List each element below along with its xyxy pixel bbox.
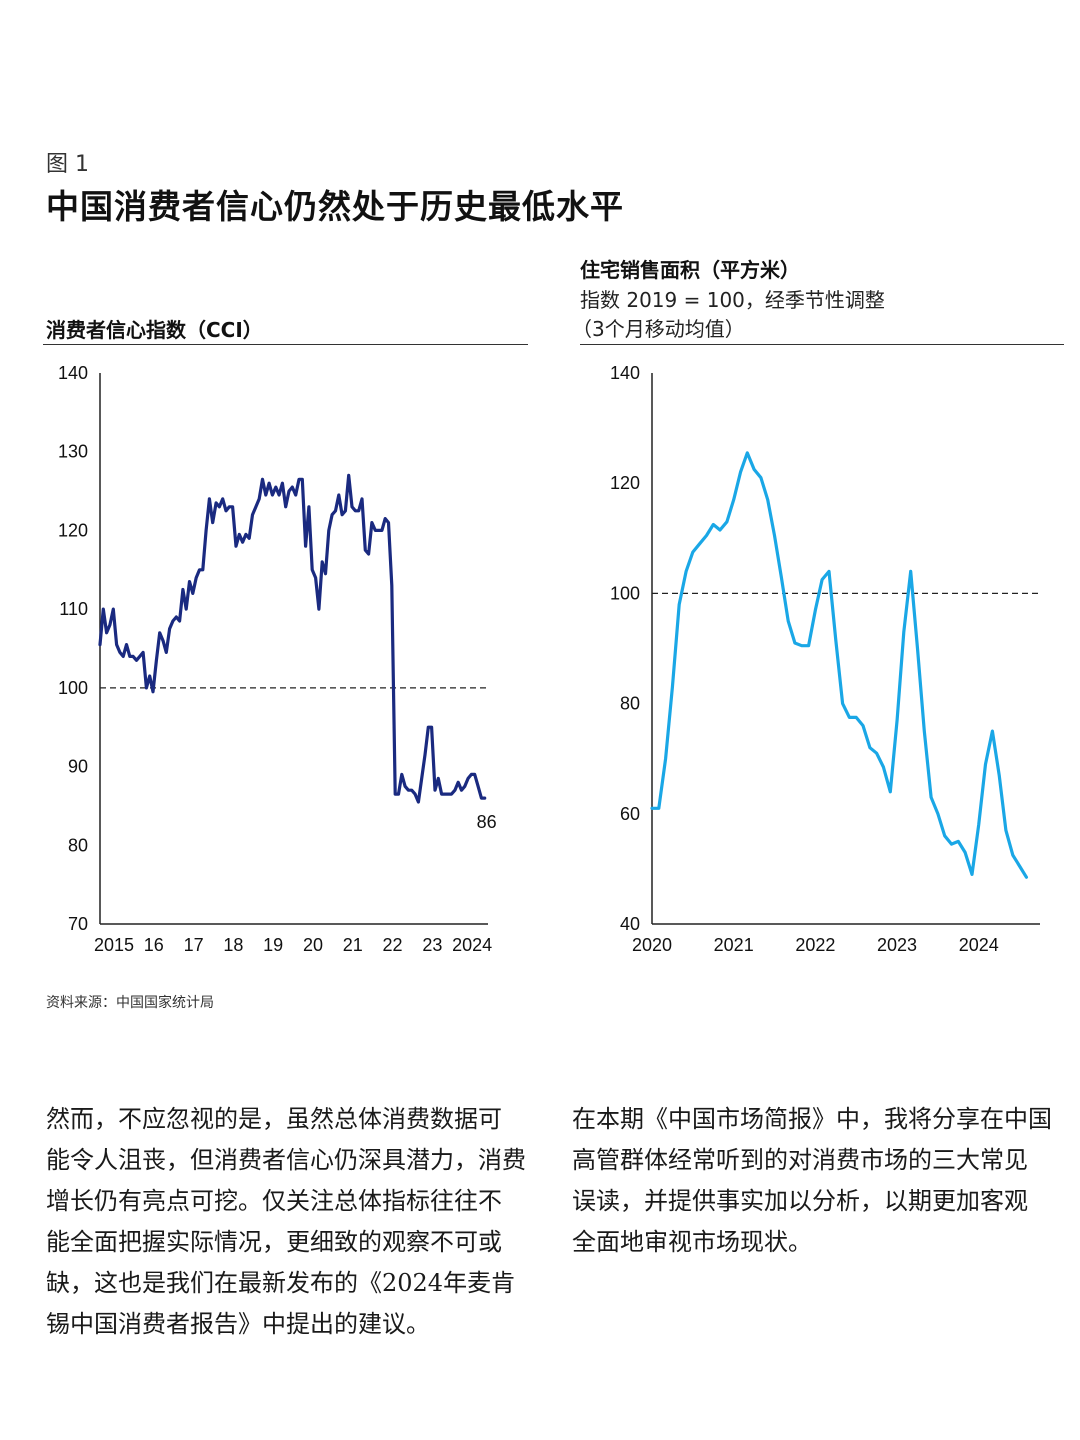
text-line: 在本期《中国市场简报》中，我将分享在中国 xyxy=(572,1105,1052,1133)
housing-header-rule xyxy=(580,344,1064,345)
x-tick-label: 2024 xyxy=(452,935,492,955)
housing-panel-subtitle: 指数 2019 = 100，经季节性调整 xyxy=(580,288,885,312)
figure-label: 图 1 xyxy=(46,152,89,177)
y-tick-label: 80 xyxy=(620,694,640,714)
y-tick-label: 120 xyxy=(610,473,640,493)
x-tick-label: 2015 xyxy=(94,935,134,955)
text-line: 高管群体经常听到的对消费市场的三大常见 xyxy=(572,1146,1028,1174)
cci-panel-title: 消费者信心指数（CCI） xyxy=(46,318,263,342)
x-tick-label: 17 xyxy=(184,935,204,955)
cci-header-rule xyxy=(43,344,528,345)
text-line: 增长仍有亮点可挖。仅关注总体指标往往不 xyxy=(46,1187,502,1215)
x-tick-label: 20 xyxy=(303,935,323,955)
body-paragraph-right: 在本期《中国市场简报》中，我将分享在中国 高管群体经常听到的对消费市场的三大常见… xyxy=(572,1099,1072,1263)
housing-panel-subtitle-2: （3个月移动均值） xyxy=(572,317,745,341)
x-tick-label: 18 xyxy=(223,935,243,955)
series-line xyxy=(650,451,1028,879)
source-note: 资料来源：中国国家统计局 xyxy=(46,995,214,1011)
x-tick-label: 22 xyxy=(383,935,403,955)
y-tick-label: 140 xyxy=(610,363,640,383)
x-tick-label: 2021 xyxy=(714,935,754,955)
x-tick-label: 19 xyxy=(263,935,283,955)
y-tick-label: 100 xyxy=(610,583,640,603)
y-tick-label: 130 xyxy=(58,442,88,462)
x-tick-label: 2020 xyxy=(632,935,672,955)
x-tick-label: 16 xyxy=(144,935,164,955)
text-line: 全面地审视市场现状。 xyxy=(572,1228,812,1256)
y-tick-label: 140 xyxy=(58,363,88,383)
text-line: 缺，这也是我们在最新发布的《2024年麦肯 xyxy=(46,1269,516,1297)
text-line: 能令人沮丧，但消费者信心仍深具潜力，消费 xyxy=(46,1146,526,1174)
text-line: 能全面把握实际情况，更细致的观察不可或 xyxy=(46,1228,502,1256)
x-tick-label: 23 xyxy=(422,935,442,955)
cci-line-chart: 140 130 120 110 100 90 80 70 2015 16 17 18 19 20 21 22 2… xyxy=(58,363,497,955)
x-tick-label: 2022 xyxy=(795,935,835,955)
y-tick-label: 70 xyxy=(68,914,88,934)
housing-panel-title: 住宅销售面积（平方米） xyxy=(580,258,800,282)
y-tick-label: 110 xyxy=(59,599,88,619)
body-paragraph-left: 然而，不应忽视的是，虽然总体消费数据可 能令人沮丧，但消费者信心仍深具潜力，消费… xyxy=(46,1099,546,1345)
y-tick-label: 60 xyxy=(620,804,640,824)
x-tick-label: 2024 xyxy=(959,935,999,955)
text-line: 然而，不应忽视的是，虽然总体消费数据可 xyxy=(46,1105,502,1133)
y-tick-label: 90 xyxy=(68,757,88,777)
series-line xyxy=(98,473,487,804)
end-value-label: 86 xyxy=(477,812,497,832)
y-tick-label: 80 xyxy=(68,835,88,855)
text-line: 误读，并提供事实加以分析，以期更加客观 xyxy=(572,1187,1028,1215)
figure-title: 中国消费者信心仍然处于历史最低水平 xyxy=(46,187,624,226)
text-line: 锡中国消费者报告》中提出的建议。 xyxy=(46,1310,430,1338)
y-tick-label: 120 xyxy=(58,520,88,540)
x-tick-label: 21 xyxy=(343,935,363,955)
y-tick-label: 40 xyxy=(620,914,640,934)
x-tick-label: 2023 xyxy=(877,935,917,955)
y-tick-label: 100 xyxy=(58,678,88,698)
